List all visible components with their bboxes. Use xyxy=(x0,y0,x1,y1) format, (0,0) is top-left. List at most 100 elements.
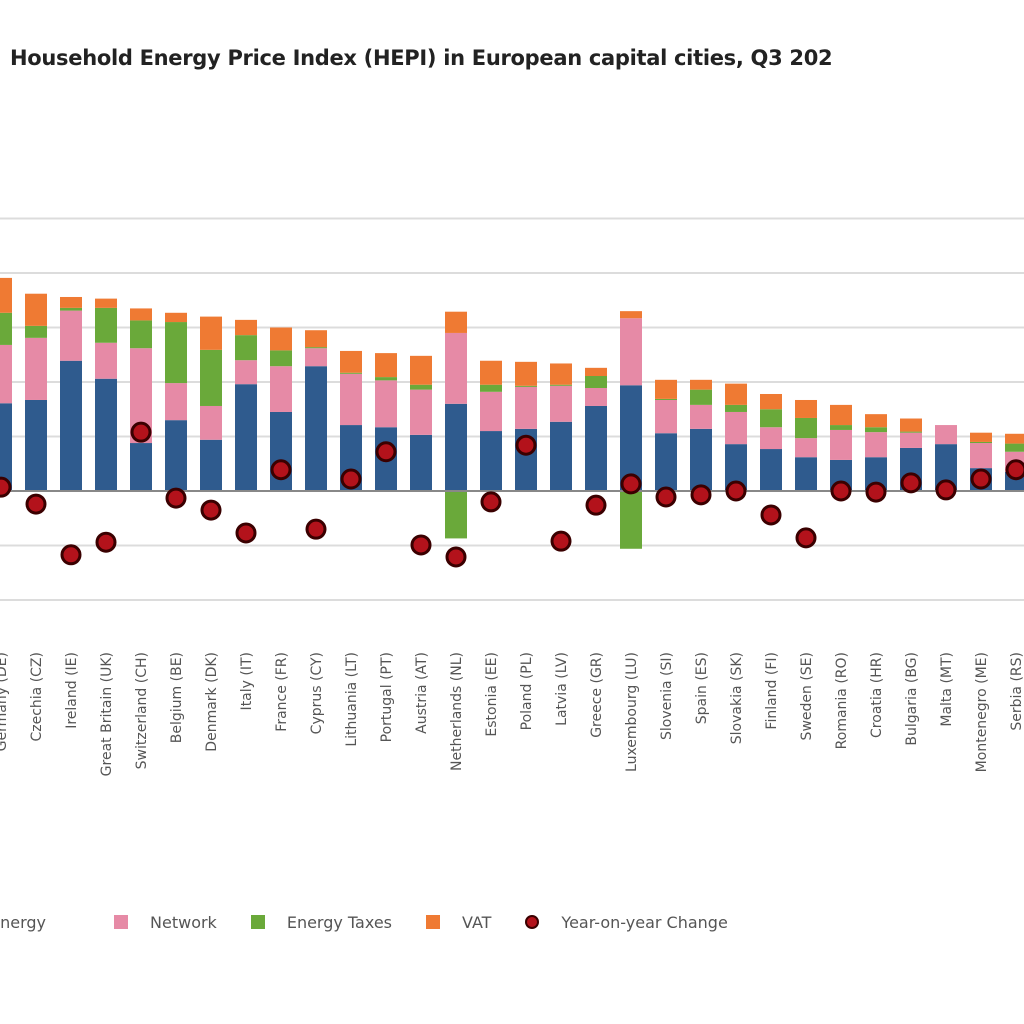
x-tick-label: Czechia (CZ) xyxy=(29,652,45,742)
bar-segment-vat xyxy=(760,393,782,410)
bar-segment-network xyxy=(270,366,292,412)
bar-segment-vat xyxy=(515,361,537,386)
bar-segment-energy xyxy=(620,385,642,491)
bar-segment-energy-taxes xyxy=(550,384,572,386)
bar-segment-energy-taxes xyxy=(830,425,852,430)
bar-segment-network xyxy=(375,380,397,428)
bar-segment-vat xyxy=(25,293,47,326)
yoy-marker xyxy=(585,494,607,516)
bar-segment-network xyxy=(725,411,747,445)
x-axis-labels: Germany (DE) Czechia (CZ) Ireland (IE) Grea… xyxy=(0,652,1024,776)
x-tick-label: Finland (FI) xyxy=(764,652,780,730)
bar-segment-energy xyxy=(445,403,467,491)
bar-segment-network xyxy=(60,310,82,361)
legend-item-energy[interactable]: Energy xyxy=(0,913,46,932)
bar-segment-energy-taxes xyxy=(620,491,642,549)
yoy-marker xyxy=(410,534,432,556)
bar-segment-energy-taxes xyxy=(0,312,12,345)
x-tick-label: Spain (ES) xyxy=(694,652,710,724)
yoy-marker xyxy=(935,479,957,501)
bar-segment-network xyxy=(515,386,537,429)
yoy-marker xyxy=(690,484,712,506)
bar-segment-vat xyxy=(550,363,572,385)
legend-swatch-energy-taxes xyxy=(250,915,265,929)
gridlines xyxy=(0,217,1024,601)
bar-segment-energy xyxy=(60,360,82,491)
x-tick-label: Netherlands (NL) xyxy=(449,652,465,771)
yoy-marker xyxy=(375,441,397,463)
yoy-markers xyxy=(0,421,1024,568)
bar-segment-energy xyxy=(130,443,152,491)
bar-segment-network xyxy=(25,337,47,400)
bar-segment-energy xyxy=(585,405,607,491)
x-tick-label: France (FR) xyxy=(274,652,290,732)
bar-segment-network xyxy=(830,429,852,460)
yoy-marker xyxy=(795,527,817,549)
yoy-marker xyxy=(515,434,537,456)
bar-segment-network xyxy=(620,318,642,386)
yoy-marker xyxy=(305,518,327,540)
bar-segment-network xyxy=(795,438,817,458)
yoy-marker xyxy=(270,459,292,481)
bar-segment-energy xyxy=(165,420,187,491)
bar-segment-network xyxy=(550,385,572,422)
x-tick-label: Great Britain (UK) xyxy=(99,652,115,776)
bar-segment-energy-taxes xyxy=(585,376,607,388)
bar-segment-vat xyxy=(830,404,852,426)
bar-segment-energy xyxy=(725,444,747,491)
bar-segment-vat xyxy=(0,277,12,313)
bar-segment-energy-taxes xyxy=(1005,443,1024,452)
bar-segment-energy-taxes xyxy=(480,384,502,392)
bar-segment-vat xyxy=(340,350,362,373)
bar-segment-energy-taxes xyxy=(725,404,747,412)
legend-swatch-network xyxy=(114,915,129,929)
bar-segment-energy-taxes xyxy=(655,398,677,400)
legend-marker-yoy xyxy=(525,915,540,929)
yoy-marker xyxy=(95,531,117,553)
bar-segment-energy-taxes xyxy=(760,409,782,428)
legend-item-vat[interactable]: VAT xyxy=(426,913,491,932)
bar-segment-vat xyxy=(585,367,607,377)
x-tick-label: Romania (RO) xyxy=(834,652,850,749)
bar-segment-energy-taxes xyxy=(795,417,817,439)
bar-segment-energy xyxy=(655,433,677,491)
bar-segment-energy xyxy=(550,421,572,491)
yoy-marker xyxy=(130,421,152,443)
bar-segment-vat xyxy=(865,414,887,428)
x-tick-label: Germany (DE) xyxy=(0,652,10,751)
bar-segment-energy-taxes xyxy=(970,441,992,444)
bar-segment-energy-taxes xyxy=(165,322,187,384)
bar-segment-energy xyxy=(480,431,502,491)
bars xyxy=(0,277,1024,549)
bar-segment-vat xyxy=(130,308,152,321)
bar-segment-energy-taxes xyxy=(340,372,362,374)
bar-segment-network xyxy=(445,332,467,404)
x-tick-label: Austria (AT) xyxy=(414,652,430,734)
bar-segment-vat xyxy=(270,327,292,351)
bar-segment-vat xyxy=(200,316,222,350)
bar-segment-vat xyxy=(95,298,117,308)
yoy-marker xyxy=(725,480,747,502)
x-tick-label: Portugal (PT) xyxy=(379,652,395,742)
bar-segment-vat xyxy=(725,383,747,405)
bar-segment-network xyxy=(95,342,117,379)
legend-item-yoy[interactable]: Year-on-year Change xyxy=(525,913,728,932)
bar-segment-vat xyxy=(375,353,397,378)
yoy-marker xyxy=(655,486,677,508)
bar-segment-vat xyxy=(655,379,677,399)
legend-item-network[interactable]: Network xyxy=(114,913,217,932)
yoy-marker xyxy=(620,473,642,495)
legend-item-energy-taxes[interactable]: Energy Taxes xyxy=(250,913,392,932)
x-tick-label: Sweden (SE) xyxy=(799,652,815,740)
bar-segment-energy xyxy=(935,444,957,491)
yoy-marker xyxy=(340,468,362,490)
bar-segment-energy xyxy=(200,439,222,491)
yoy-marker xyxy=(900,472,922,494)
bar-segment-network xyxy=(130,348,152,444)
yoy-marker xyxy=(970,468,992,490)
bar-segment-vat xyxy=(445,311,467,333)
bar-segment-energy-taxes xyxy=(130,320,152,349)
bar-segment-vat xyxy=(690,379,712,390)
chart-title: Household Energy Price Index (HEPI) in E… xyxy=(10,46,833,70)
bar-segment-network xyxy=(235,360,257,385)
